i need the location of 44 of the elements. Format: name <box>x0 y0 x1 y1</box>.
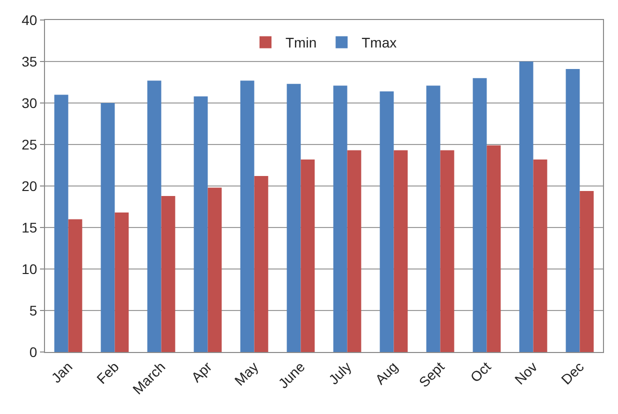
bar <box>68 219 82 352</box>
bar <box>300 159 315 352</box>
bar <box>254 176 268 352</box>
y-tick-label: 10 <box>22 260 38 277</box>
x-tick-label: Dec <box>558 358 587 388</box>
y-tick-label: 15 <box>22 219 38 236</box>
x-tick-label: Feb <box>93 358 122 387</box>
y-tick-label: 30 <box>22 94 38 111</box>
bar <box>347 150 362 352</box>
bar <box>472 78 487 352</box>
bar <box>240 80 254 352</box>
x-tick-label: Oct <box>467 358 494 386</box>
bar <box>566 68 580 352</box>
bar <box>208 188 222 352</box>
bar <box>486 145 501 352</box>
y-tick-label: 5 <box>29 302 38 318</box>
bar <box>580 190 594 352</box>
bar <box>426 86 440 352</box>
x-tick-label: Jan <box>48 358 76 386</box>
bar <box>380 91 394 352</box>
x-tick-label: July <box>325 358 354 388</box>
legend-label: Tmin <box>286 34 317 51</box>
bar <box>161 196 176 352</box>
legend-label: Tmax <box>362 34 397 51</box>
y-tick-label: 35 <box>22 53 38 70</box>
y-tick-label: 20 <box>22 178 38 194</box>
bar <box>394 150 408 352</box>
x-tick-label: May <box>231 358 262 389</box>
bar <box>100 103 115 352</box>
bar <box>286 84 301 352</box>
bar <box>533 159 548 352</box>
bar <box>440 150 454 352</box>
bar <box>147 80 162 352</box>
bar <box>54 94 68 352</box>
x-tick-label: Nov <box>511 358 540 388</box>
x-tick-label: Apr <box>188 358 216 386</box>
y-tick-label: 0 <box>29 344 38 360</box>
bar <box>519 62 534 352</box>
y-tick-label: 25 <box>22 136 38 152</box>
x-tick-label: Aug <box>372 358 401 388</box>
bar <box>114 212 129 352</box>
bar <box>194 96 208 352</box>
y-tick-label: 40 <box>22 12 38 28</box>
bar <box>333 86 348 352</box>
